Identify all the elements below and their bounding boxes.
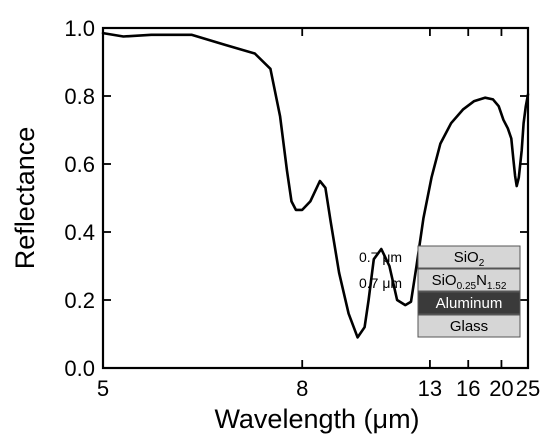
layer-label: SiO2 [454, 249, 485, 269]
x-tick-label: 16 [456, 376, 480, 401]
y-tick-label: 0.2 [64, 288, 95, 313]
y-tick-label: 0.4 [64, 220, 95, 245]
layer-box [417, 268, 521, 292]
y-tick-label: 0.0 [64, 356, 95, 381]
layer-stack-inset: SiO2 SiO0.25N1.52 Aluminum Glass [417, 245, 521, 338]
layer-box [417, 291, 521, 315]
x-tick-label: 20 [489, 376, 513, 401]
layer-label: Aluminum [436, 295, 503, 312]
y-axis-title: Reflectance [10, 127, 40, 270]
y-tick-label: 0.8 [64, 84, 95, 109]
thickness-label-2: 0.7 μm [359, 275, 402, 291]
layer-label: Glass [450, 318, 488, 335]
layer-label: SiO0.25N1.52 [432, 272, 507, 292]
y-tick-label: 1.0 [64, 16, 95, 41]
layer-box [417, 245, 521, 269]
axis-tick-labels: 5 8 13 16 20 25 0.0 0.2 0.4 0.6 0.8 1.0 [64, 16, 540, 401]
reflectance-curve [101, 31, 530, 339]
y-tick-label: 0.6 [64, 152, 95, 177]
x-tick-label: 5 [97, 376, 109, 401]
x-tick-label: 25 [516, 376, 540, 401]
thickness-label-1: 0.7 μm [359, 249, 402, 265]
layer-box [417, 314, 521, 338]
x-axis-title: Wavelength (μm) [214, 404, 419, 434]
plot-frame [101, 26, 530, 370]
x-tick-label: 8 [296, 376, 308, 401]
x-tick-label: 13 [418, 376, 442, 401]
